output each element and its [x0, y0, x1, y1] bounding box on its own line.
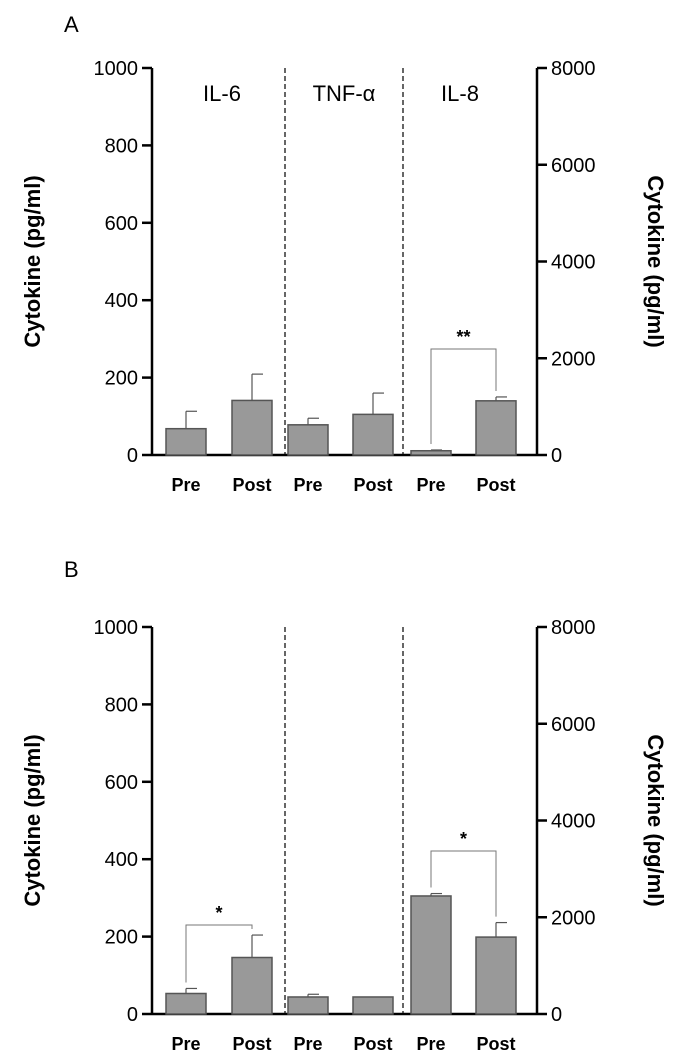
category-label: Post — [476, 1034, 515, 1053]
category-label: Pre — [171, 475, 200, 495]
panel-label: A — [64, 12, 79, 37]
left-tick-label: 400 — [105, 290, 138, 312]
bar — [231, 399, 273, 456]
left-axis-title: Cytokine (pg/ml) — [20, 734, 45, 906]
category-label: Post — [353, 1034, 392, 1053]
category-label: Pre — [293, 475, 322, 495]
category-label: Pre — [416, 475, 445, 495]
left-axis-title: Cytokine (pg/ml) — [20, 175, 45, 347]
left-tick-label: 400 — [105, 849, 138, 871]
bar — [352, 413, 394, 456]
right-tick-label: 8000 — [551, 617, 596, 639]
chart-panel-b: B 0 200 400 600 800 1000 0 2000 4000 6000 8000 Cytok… — [20, 557, 668, 1053]
bar — [231, 956, 273, 1015]
significance-marker: * — [460, 829, 467, 849]
left-tick-label: 600 — [105, 772, 138, 794]
bar — [475, 936, 517, 1015]
significance-marker: * — [215, 903, 222, 923]
right-tick-label: 6000 — [551, 155, 596, 177]
group-label: IL-8 — [441, 81, 479, 106]
left-tick-label: 800 — [105, 135, 138, 157]
right-tick-label: 6000 — [551, 714, 596, 736]
bar — [475, 400, 517, 456]
right-axis-title: Cytokine (pg/ml) — [643, 175, 668, 347]
left-tick-label: 0 — [127, 1004, 138, 1026]
bar — [165, 427, 207, 456]
left-tick-label: 1000 — [94, 58, 139, 80]
category-label: Post — [476, 475, 515, 495]
right-tick-label: 2000 — [551, 348, 596, 370]
bar — [410, 895, 452, 1015]
right-tick-label: 0 — [551, 1004, 562, 1026]
left-tick-label: 800 — [105, 694, 138, 716]
left-tick-label: 600 — [105, 213, 138, 235]
significance-bracket — [430, 850, 497, 917]
bar — [287, 424, 329, 456]
category-label: Pre — [416, 1034, 445, 1053]
panel-label: B — [64, 557, 79, 582]
category-label: Post — [232, 1034, 271, 1053]
bar — [165, 992, 207, 1015]
right-axis-title: Cytokine (pg/ml) — [643, 734, 668, 906]
left-tick-label: 200 — [105, 927, 138, 949]
significance-bracket — [430, 348, 497, 444]
right-tick-label: 4000 — [551, 252, 596, 274]
left-tick-label: 0 — [127, 445, 138, 467]
group-label: IL-6 — [203, 81, 241, 106]
right-tick-label: 4000 — [551, 811, 596, 833]
group-label: TNF-α — [313, 81, 376, 106]
chart-panel-a: A 0 200 400 600 800 1000 0 2000 4000 6000 8000 Cytok… — [20, 12, 668, 495]
bar — [352, 996, 394, 1015]
category-label: Post — [353, 475, 392, 495]
right-tick-label: 8000 — [551, 58, 596, 80]
category-label: Pre — [293, 1034, 322, 1053]
bar — [287, 996, 329, 1015]
right-tick-label: 2000 — [551, 907, 596, 929]
left-tick-label: 1000 — [94, 617, 139, 639]
bar — [410, 449, 452, 456]
significance-bracket — [185, 924, 253, 983]
category-label: Pre — [171, 1034, 200, 1053]
significance-marker: ** — [456, 327, 470, 347]
left-tick-label: 200 — [105, 368, 138, 390]
category-label: Post — [232, 475, 271, 495]
right-tick-label: 0 — [551, 445, 562, 467]
